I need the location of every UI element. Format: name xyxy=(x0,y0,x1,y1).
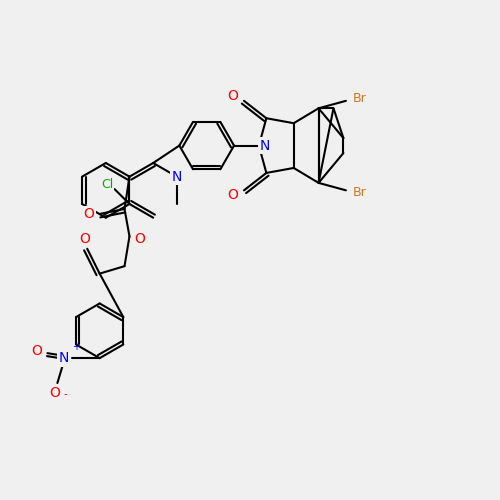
Text: Cl: Cl xyxy=(101,178,113,190)
Text: O: O xyxy=(50,386,60,400)
Text: Br: Br xyxy=(353,186,366,200)
Text: -: - xyxy=(64,389,67,399)
Text: O: O xyxy=(80,232,90,246)
Text: O: O xyxy=(228,188,238,202)
Text: O: O xyxy=(84,207,94,221)
Text: +: + xyxy=(72,342,80,352)
Text: N: N xyxy=(260,138,270,152)
Text: O: O xyxy=(228,89,238,103)
Text: Br: Br xyxy=(353,92,366,105)
Text: O: O xyxy=(31,344,42,357)
Text: N: N xyxy=(58,351,68,365)
Text: N: N xyxy=(172,170,182,183)
Text: O: O xyxy=(134,232,145,246)
